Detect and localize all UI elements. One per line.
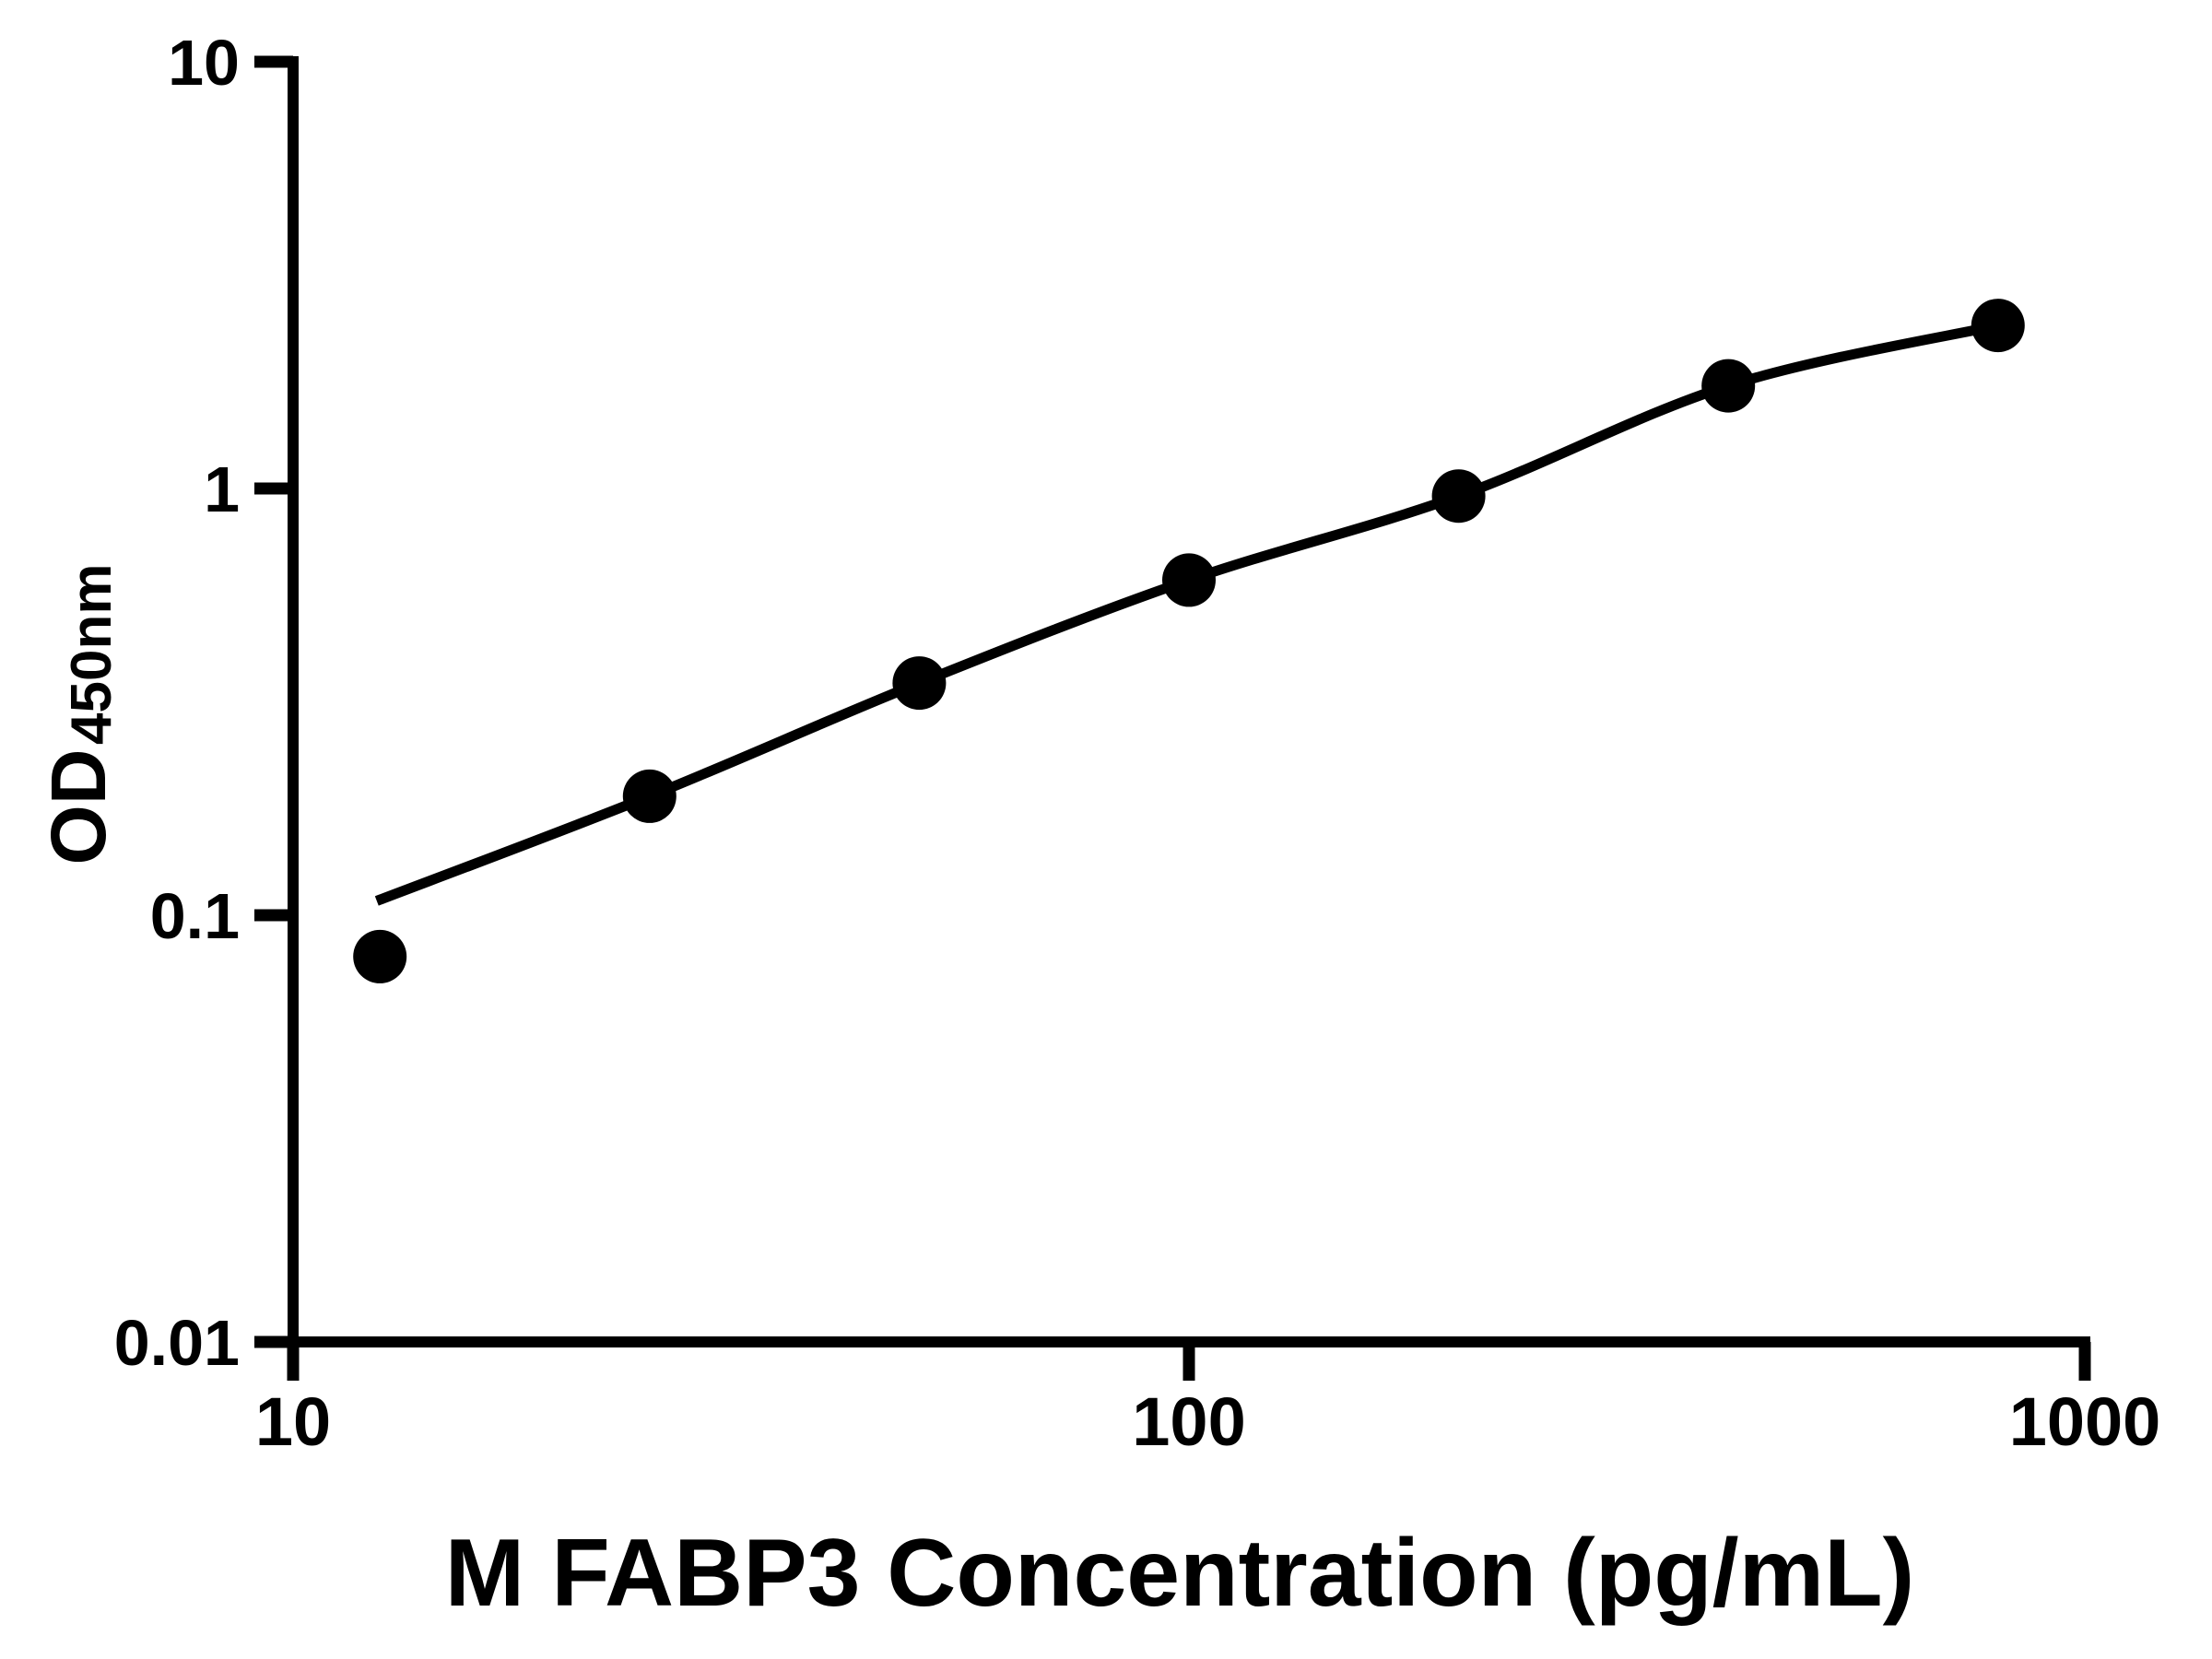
x-axis-title: M FABP3 Concentration (pg/mL) <box>445 1520 1915 1627</box>
data-point <box>1162 553 1216 607</box>
axis-spines <box>288 56 2090 1347</box>
y-axis-label-subscript: 450nm <box>60 564 124 745</box>
y-tick-label: 0.01 <box>114 1307 240 1379</box>
data-point <box>353 929 407 983</box>
data-point <box>622 769 677 823</box>
y-tick-label: 1 <box>204 453 240 525</box>
fit-curve-line <box>374 320 1999 906</box>
y-axis-label: OD 450nm <box>35 564 124 865</box>
y-axis-label-main: OD <box>35 748 122 865</box>
y-tick-label: 0.1 <box>150 880 240 952</box>
x-tick-label: 1000 <box>2009 1383 2161 1460</box>
data-point <box>1431 469 1486 524</box>
plot-area <box>353 299 2025 983</box>
x-tick-label: 10 <box>255 1383 331 1460</box>
axis-ticks <box>254 55 2091 1381</box>
data-point <box>1701 359 1756 413</box>
data-point <box>892 656 947 711</box>
x-tick-label: 100 <box>1132 1383 1245 1460</box>
axes <box>288 56 2090 1347</box>
data-point <box>1971 299 2025 353</box>
y-tick-label: 10 <box>168 27 240 99</box>
